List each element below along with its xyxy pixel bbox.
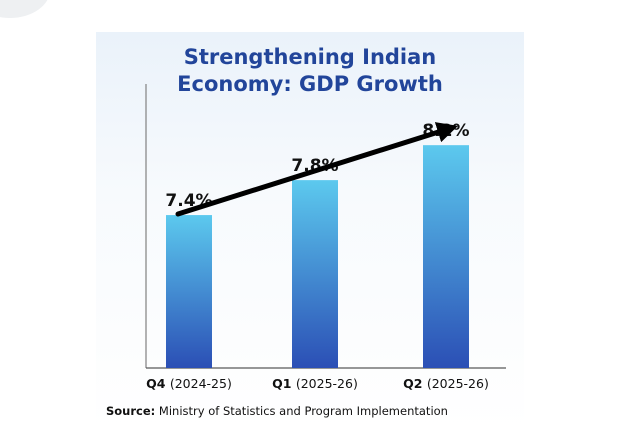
source-note: Source: Ministry of Statistics and Progr… — [106, 404, 448, 418]
source-text: Ministry of Statistics and Program Imple… — [158, 404, 448, 418]
chart-title-line-2: Economy: GDP Growth — [177, 72, 443, 96]
gdp-bar-chart: 7.4%Q4 (2024-25)7.8%Q1 (2025-26)8.2%Q2 (… — [145, 84, 506, 391]
x-tick-label-q2: Q2 (2025-26) — [403, 376, 489, 391]
x-tick-label-q1: Q1 (2025-26) — [272, 376, 358, 391]
source-label: Source: — [106, 404, 156, 418]
x-tick-label-q4: Q4 (2024-25) — [146, 376, 232, 391]
infographic-card: Strengthening Indian Economy: GDP Growth… — [96, 32, 524, 430]
bar-q1 — [292, 180, 338, 368]
chart-title-line-1: Strengthening Indian — [183, 45, 437, 69]
bar-q2 — [423, 145, 469, 368]
trend-arrow — [175, 122, 459, 217]
corner-decoration — [0, 0, 50, 18]
chart-title: Strengthening Indian Economy: GDP Growth — [96, 44, 524, 98]
data-label-q1: 7.8% — [291, 156, 338, 176]
bar-q4 — [166, 215, 212, 368]
